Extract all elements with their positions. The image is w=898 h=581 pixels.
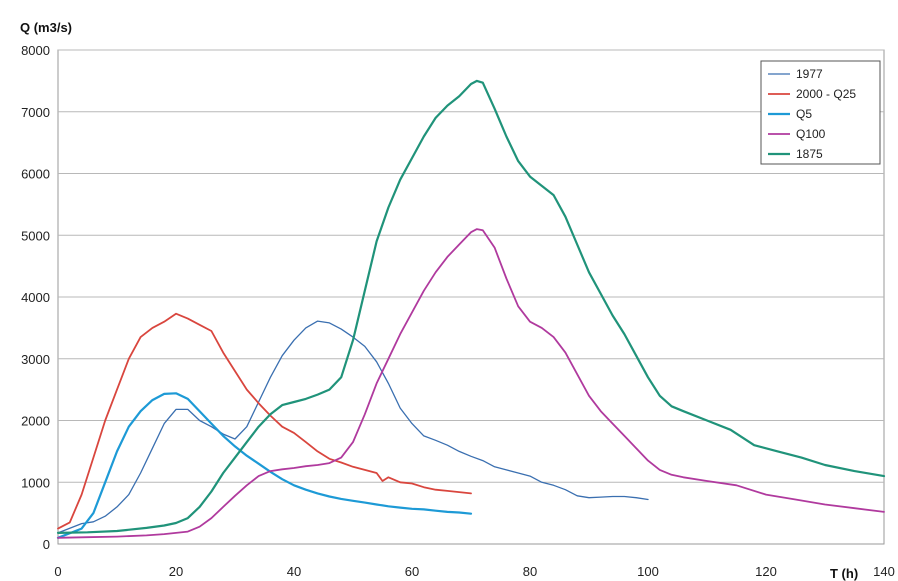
x-tick-label: 140 (873, 564, 895, 579)
legend-box (760, 60, 881, 165)
y-tick-label: 6000 (21, 167, 50, 182)
legend-label-4: 1875 (796, 147, 823, 161)
series-line-0 (57, 320, 649, 534)
x-tick-label: 0 (54, 564, 61, 579)
y-tick-label: 1000 (21, 475, 50, 490)
y-tick-labels: 0 1000 2000 3000 4000 5000 6000 7000 8000 (21, 43, 50, 552)
series-line-3 (57, 228, 885, 539)
y-tick-label: 2000 (21, 414, 50, 429)
series-line-4 (56, 79, 886, 534)
legend-label-2: Q5 (796, 107, 812, 121)
y-axis-title: Q (m3/s) (20, 20, 72, 35)
x-tick-labels: 0 20 40 60 80 100 120 140 (54, 564, 894, 579)
y-tick-label: 3000 (21, 352, 50, 367)
y-tick-label: 8000 (21, 43, 50, 58)
legend-label-3: Q100 (796, 127, 826, 141)
x-tick-label: 80 (523, 564, 537, 579)
y-tick-label: 7000 (21, 105, 50, 120)
series-lines (56, 79, 886, 539)
x-tick-label: 60 (405, 564, 419, 579)
legend-label-0: 1977 (796, 67, 823, 81)
x-tick-label: 120 (755, 564, 777, 579)
y-tick-label: 4000 (21, 290, 50, 305)
y-tick-label: 0 (43, 537, 50, 552)
gridlines (58, 49, 884, 483)
x-tick-label: 100 (637, 564, 659, 579)
legend-label-1: 2000 - Q25 (796, 87, 856, 101)
legend: 1977 2000 - Q25 Q5 Q100 1875 (760, 60, 881, 165)
x-tick-label: 20 (169, 564, 183, 579)
y-tick-label: 5000 (21, 228, 50, 243)
x-tick-label: 40 (287, 564, 301, 579)
x-axis-title: T (h) (830, 566, 858, 581)
